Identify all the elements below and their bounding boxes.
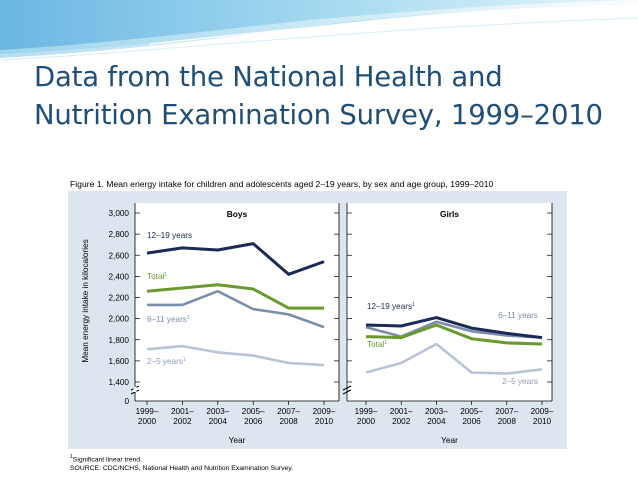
slide-title: Data from the National Health and Nutrit… bbox=[34, 61, 603, 131]
series-label-sup: 1 bbox=[187, 315, 190, 321]
x-tick-label: 2005– bbox=[460, 407, 483, 416]
x-tick-label: 2008 bbox=[279, 417, 298, 426]
x-tick-label: 2000 bbox=[138, 417, 157, 426]
y-tick-label: 2,600 bbox=[109, 251, 130, 260]
series-label-sup: 1 bbox=[412, 302, 415, 308]
x-tick-label: 2000 bbox=[357, 417, 376, 426]
x-tick-label: 2002 bbox=[392, 417, 411, 426]
footnote-source: SOURCE: CDC/NCHS, National Health and Nu… bbox=[70, 464, 294, 472]
x-axis-label: Year bbox=[441, 435, 458, 445]
series-label-sup: 1 bbox=[164, 272, 167, 278]
panel-title: Girls bbox=[440, 209, 459, 219]
x-axis-label: Year bbox=[229, 435, 246, 445]
series-label: Total1 bbox=[147, 272, 167, 281]
series-line-boys-total bbox=[146, 283, 324, 310]
series-label-sup: 1 bbox=[183, 357, 186, 363]
figure-footnote: 1Significant linear trend. SOURCE: CDC/N… bbox=[70, 453, 293, 473]
y-tick-label: 2,000 bbox=[109, 315, 130, 324]
panel-title: Boys bbox=[227, 209, 248, 219]
series-line-boys-y6_11 bbox=[147, 289, 325, 329]
series-label: Total1 bbox=[367, 340, 387, 349]
series-label: 2–5 years1 bbox=[147, 357, 186, 366]
line-chart: 3,000 2,800 2,600 2,400 2,200 2,000 1,800 1,600… bbox=[81, 203, 554, 445]
series-label: 12–19 years1 bbox=[367, 302, 415, 311]
x-tick-label: 2007– bbox=[277, 407, 300, 416]
y-tick-label: 2,400 bbox=[109, 272, 130, 281]
y-tick-label: 2,800 bbox=[109, 230, 130, 239]
figure-frame: 3,000 2,800 2,600 2,400 2,200 2,000 1,800 1,600… bbox=[68, 191, 567, 449]
series-line-girls-y12_19 bbox=[365, 316, 543, 340]
series-line-boys-y2_5 bbox=[146, 344, 325, 367]
y-axis-break-gap bbox=[133, 387, 137, 392]
footnote-marker: 1 bbox=[70, 454, 73, 460]
x-tick-label: 2001– bbox=[171, 407, 194, 416]
slide-header-banner bbox=[0, 0, 638, 60]
y-tick-label-zero: 0 bbox=[124, 397, 129, 406]
series-line-girls-y2_5 bbox=[365, 342, 543, 375]
panel-axis-break-mark bbox=[342, 385, 352, 395]
y-tick-label: 3,000 bbox=[109, 209, 130, 218]
x-tick-label: 2008 bbox=[498, 417, 517, 426]
y-tick-label: 1,800 bbox=[109, 336, 130, 345]
x-tick-label: 2002 bbox=[173, 417, 192, 426]
series-line-girls-y6_11 bbox=[365, 320, 543, 339]
figure-caption: Figure 1. Mean energy intake for childre… bbox=[70, 179, 494, 189]
x-tick-label: 2009– bbox=[313, 407, 336, 416]
x-tick-label: 2006 bbox=[462, 417, 481, 426]
x-tick-label: 2003– bbox=[425, 407, 448, 416]
series-label-sup: 1 bbox=[384, 340, 387, 346]
x-tick-label: 2010 bbox=[315, 417, 334, 426]
y-axis-label: Mean energy intake in kilocalories bbox=[81, 239, 90, 362]
footnote-significance: 1Significant linear trend. bbox=[70, 453, 293, 465]
series-label: 12–19 years bbox=[147, 231, 192, 240]
x-tick-label: 2004 bbox=[209, 417, 228, 426]
x-tick-label: 2010 bbox=[533, 417, 552, 426]
x-tick-label: 2004 bbox=[427, 417, 446, 426]
series-label: 6–11 years1 bbox=[147, 315, 190, 324]
x-tick-label: 2007– bbox=[495, 407, 518, 416]
series-label: 2–5 years bbox=[502, 377, 538, 386]
x-tick-label: 1999– bbox=[136, 407, 159, 416]
y-tick-label: 1,600 bbox=[109, 357, 130, 366]
x-tick-label: 2005– bbox=[242, 407, 265, 416]
x-tick-label: 2006 bbox=[244, 417, 263, 426]
footnote-text: Significant linear trend. bbox=[72, 456, 142, 464]
series-label: 6–11 years bbox=[498, 311, 538, 320]
x-tick-label: 2003– bbox=[206, 407, 229, 416]
x-tick-label: 1999– bbox=[355, 407, 378, 416]
series-line-boys-y12_19 bbox=[146, 242, 325, 276]
y-tick-label: 2,200 bbox=[109, 294, 130, 303]
x-tick-label: 2001– bbox=[390, 407, 413, 416]
series-line-girls-total bbox=[365, 323, 543, 346]
x-tick-label: 2009– bbox=[531, 407, 554, 416]
y-tick-label: 1,400 bbox=[109, 378, 130, 387]
